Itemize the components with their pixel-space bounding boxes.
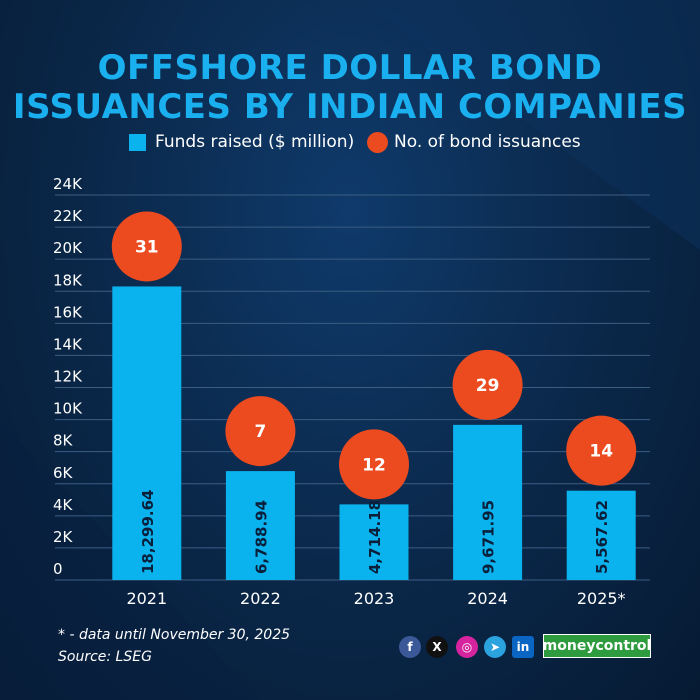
y-tick-label: 14K <box>53 335 83 353</box>
bar-value-label: 18,299.64 <box>139 490 157 574</box>
bar <box>453 424 523 580</box>
x-icon[interactable]: X <box>426 636 448 658</box>
x-tick-label: 2025* <box>577 589 626 608</box>
issuance-count-label: 12 <box>362 455 386 475</box>
issuance-count-marker <box>111 211 182 282</box>
y-tick-label: 12K <box>53 368 83 386</box>
x-tick-label: 2021 <box>126 589 167 608</box>
y-tick-label: 24K <box>53 175 83 193</box>
bar <box>112 286 182 580</box>
y-tick-label: 22K <box>53 207 83 225</box>
bar-chart: 0 2K 4K 6K 8K 10K 12K 14K 16K 18K 20K 22K 24K 18,299.… <box>53 175 650 608</box>
bar <box>225 471 295 580</box>
issuance-count-marker <box>339 429 409 500</box>
y-tick-label: 4K <box>53 496 74 514</box>
facebook-icon[interactable]: f <box>399 636 421 658</box>
bar-value-label: 6,788.94 <box>252 500 270 574</box>
x-tick-label: 2024 <box>467 589 508 608</box>
legend-bar-label: Funds raised ($ million) <box>155 132 355 152</box>
footnote-data-note: * - data until November 30, 2025 <box>58 627 291 643</box>
linkedin-icon[interactable]: in <box>512 636 534 658</box>
y-tick-label: 18K <box>53 271 83 289</box>
y-tick-label: 2K <box>53 528 74 546</box>
issuance-count-label: 29 <box>476 376 500 396</box>
legend-bar-swatch <box>129 134 146 151</box>
issuance-count-marker <box>566 415 637 486</box>
chart-title-line-1: OFFSHORE DOLLAR BOND <box>97 48 603 88</box>
y-tick-label: 20K <box>53 239 83 257</box>
legend: Funds raised ($ million) No. of bond iss… <box>0 131 700 155</box>
footnote-source: Source: LSEG <box>58 649 152 665</box>
bar-value-label: 9,671.95 <box>480 500 498 574</box>
moneycontrol-logo: moneycontrol <box>543 634 651 658</box>
y-tick-label: 16K <box>53 303 83 321</box>
instagram-icon[interactable]: ◎ <box>456 636 478 658</box>
y-tick-label: 0 <box>53 560 63 578</box>
issuance-count-marker <box>452 349 523 420</box>
bar-value-label: 4,714.18 <box>366 500 384 574</box>
x-tick-label: 2022 <box>240 589 281 608</box>
legend-dot-swatch <box>367 132 388 153</box>
issuance-count-label: 31 <box>135 237 159 257</box>
y-tick-label: 6K <box>53 464 74 482</box>
issuance-count-label: 14 <box>589 442 613 462</box>
x-tick-label: 2023 <box>354 589 395 608</box>
issuance-count-marker <box>225 396 296 467</box>
legend-dot-label: No. of bond issuances <box>394 132 581 152</box>
chart-title-line-2: ISSUANCES BY INDIAN COMPANIES <box>12 87 688 127</box>
telegram-icon[interactable]: ➤ <box>484 636 506 658</box>
issuance-count-label: 7 <box>254 422 266 442</box>
bar <box>339 504 409 580</box>
y-tick-label: 8K <box>53 432 74 450</box>
bar <box>566 490 636 580</box>
y-tick-label: 10K <box>53 400 83 418</box>
bar-value-label: 5,567.62 <box>593 500 611 574</box>
